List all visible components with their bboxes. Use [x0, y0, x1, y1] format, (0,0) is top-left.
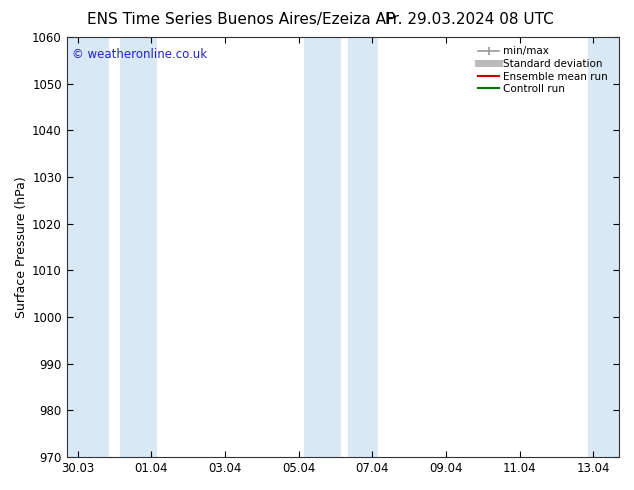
Bar [349, 37, 378, 457]
Y-axis label: Surface Pressure (hPa): Surface Pressure (hPa) [15, 176, 28, 318]
Text: ENS Time Series Buenos Aires/Ezeiza AP: ENS Time Series Buenos Aires/Ezeiza AP [87, 12, 395, 27]
Bar [67, 37, 109, 457]
Text: © weatheronline.co.uk: © weatheronline.co.uk [72, 48, 207, 61]
Legend: min/max, Standard deviation, Ensemble mean run, Controll run: min/max, Standard deviation, Ensemble me… [475, 43, 611, 97]
Bar [588, 37, 619, 457]
Text: Fr. 29.03.2024 08 UTC: Fr. 29.03.2024 08 UTC [385, 12, 553, 27]
Bar [304, 37, 341, 457]
Bar [120, 37, 157, 457]
